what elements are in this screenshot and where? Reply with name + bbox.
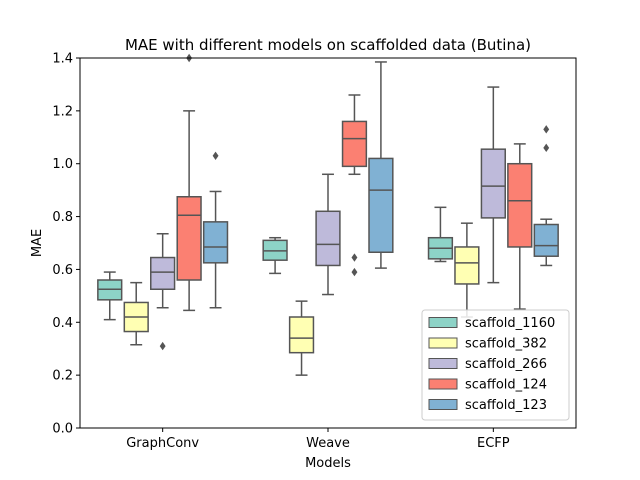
legend-label: scaffold_1160 (465, 316, 555, 331)
box-body (507, 162, 533, 248)
box-body (533, 223, 559, 257)
outlier-point (212, 151, 219, 160)
y-tick-label: 1.0 (52, 157, 73, 172)
legend-swatch (428, 317, 458, 328)
x-tick-label: ECFP (477, 436, 510, 451)
box-body (176, 196, 202, 281)
x-tick-label: GraphConv (126, 436, 199, 451)
legend-label: scaffold_382 (465, 337, 547, 352)
y-tick-label: 1.4 (52, 52, 73, 67)
legend-frame (421, 309, 570, 421)
box-scaffold_382-Weave (288, 300, 315, 376)
legend-swatch (428, 358, 458, 369)
box-body (341, 120, 368, 168)
box-scaffold_1160-GraphConv (97, 271, 123, 321)
box-body (315, 210, 341, 267)
box-scaffold_382-GraphConv (123, 281, 149, 346)
box-body (368, 157, 394, 253)
x-axis-label: Models (305, 456, 351, 471)
outlier-point (351, 253, 358, 262)
outlier-point (543, 143, 550, 153)
box-scaffold_1160-ECFP (427, 206, 454, 263)
y-tick-label: 0.6 (52, 263, 73, 278)
outlier-point (543, 125, 550, 134)
box-scaffold_124-ECFP (507, 143, 533, 310)
outlier-point (351, 267, 358, 277)
box-scaffold_123-ECFP (533, 125, 559, 267)
box-scaffold_124-Weave (341, 94, 368, 277)
y-tick-label: 0.0 (52, 422, 73, 437)
box-scaffold_266-ECFP (480, 86, 506, 284)
box-body (288, 316, 315, 354)
legend-label: scaffold_124 (465, 378, 547, 393)
box-body (202, 221, 229, 264)
box-scaffold_123-Weave (368, 61, 394, 269)
y-tick-label: 0.2 (52, 369, 73, 384)
legend-swatch (428, 378, 458, 390)
y-tick-label: 1.2 (52, 104, 73, 119)
legend-label: scaffold_123 (465, 398, 547, 413)
x-tick-label: Weave (306, 436, 350, 451)
legend: scaffold_1160 scaffold_382 scaffold_266sca… (421, 309, 570, 421)
box-scaffold_124-GraphConv (176, 53, 202, 312)
box-body (454, 246, 480, 285)
y-tick-label: 0.8 (52, 210, 73, 225)
y-axis-label: MAE (30, 229, 45, 257)
legend-swatch (428, 399, 458, 410)
outlier-point (159, 341, 166, 351)
plot-area (97, 53, 559, 376)
box-body (480, 148, 506, 219)
chart-title: MAE with different models on scaffolded … (125, 36, 531, 54)
box-body (150, 256, 176, 290)
legend-swatch (428, 337, 458, 349)
y-tick-label: 0.4 (52, 316, 73, 331)
box-scaffold_1160-Weave (262, 236, 288, 275)
axes: 0.0 0.2 0.4 0.6 0.8 1.0 1.2 1.4 GraphConv Weave EC… (52, 52, 577, 451)
box-scaffold_123-GraphConv (202, 151, 229, 309)
box-scaffold_382-ECFP (454, 222, 480, 318)
legend-label: scaffold_266 (465, 357, 547, 372)
box-scaffold_266-GraphConv (150, 233, 176, 351)
box-scaffold_266-Weave (315, 173, 341, 296)
